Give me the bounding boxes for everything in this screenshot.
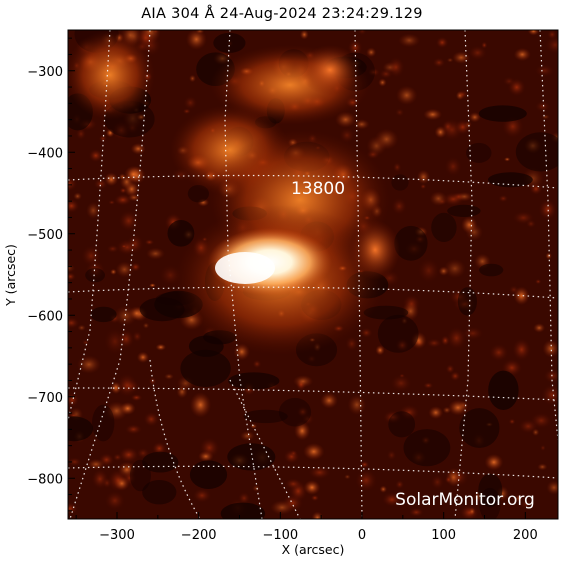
chromosphere-texture <box>68 30 558 519</box>
axis-ticks <box>68 37 526 519</box>
x-tick-label: −200 <box>181 528 217 543</box>
y-tick-label: −800 <box>27 472 63 487</box>
flare <box>175 205 385 355</box>
x-tick-labels: −300 −200 −100 0 100 200 <box>99 528 538 543</box>
x-tick-label: 0 <box>358 528 366 543</box>
grid-line <box>149 359 201 519</box>
y-tick-label: −600 <box>27 309 63 324</box>
grid-line <box>539 30 558 441</box>
grid-line <box>229 379 301 519</box>
solarmonitor-watermark: SolarMonitor.org <box>395 490 535 510</box>
y-tick-label: −700 <box>27 391 63 406</box>
y-tick-labels: −300 −400 −500 −600 −700 −800 <box>27 65 63 488</box>
grid-line <box>354 30 363 519</box>
grid-line <box>68 174 558 189</box>
active-region-label: 13800 <box>291 179 345 199</box>
x-tick-label: −300 <box>99 528 135 543</box>
y-axis-label: Y (arcsec) <box>3 244 18 307</box>
grid-line <box>224 30 263 519</box>
heliographic-grid <box>68 30 558 519</box>
x-tick-label: 100 <box>431 528 456 543</box>
x-axis-label: X (arcsec) <box>282 542 345 557</box>
y-tick-label: −300 <box>27 65 63 80</box>
grid-line <box>68 286 558 299</box>
x-tick-label: 200 <box>513 528 538 543</box>
plot-frame <box>67 29 559 520</box>
x-tick-label: −100 <box>262 528 298 543</box>
grid-line <box>68 30 111 421</box>
y-tick-label: −400 <box>27 146 63 161</box>
image-title: AIA 304 Å 24-Aug-2024 23:24:29.129 <box>141 6 423 22</box>
grid-line <box>68 465 558 479</box>
solar-image: 13800 SolarMonitor.org <box>68 30 558 519</box>
grid-line <box>454 30 473 519</box>
y-tick-label: −500 <box>27 228 63 243</box>
